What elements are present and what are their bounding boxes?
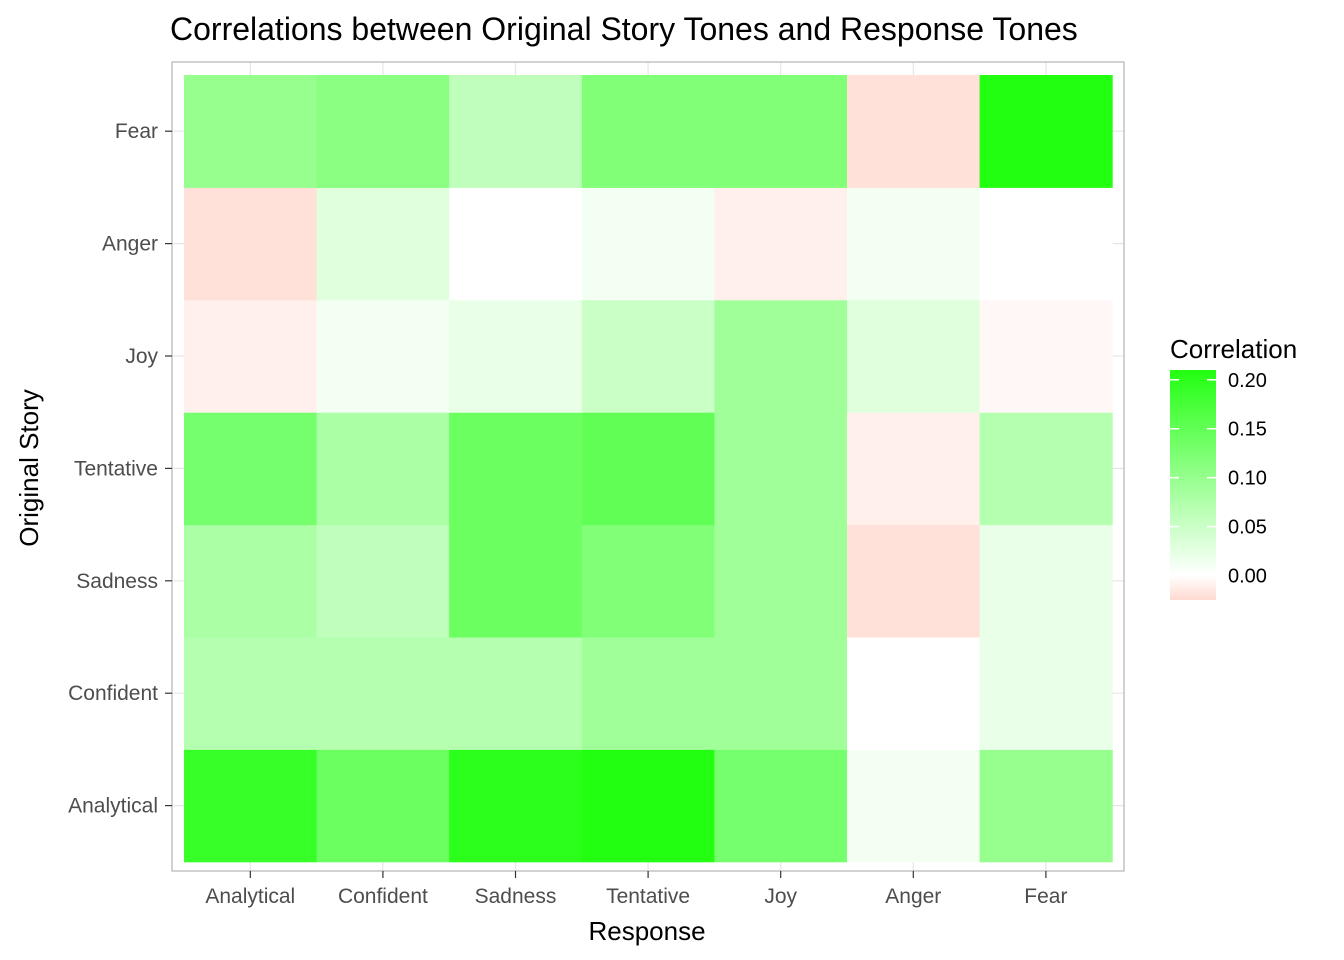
heatmap-cell-confident-analytical: [184, 637, 318, 750]
heatmap-cell-tentative-anger: [847, 412, 981, 526]
heatmap-cell-fear-sadness: [449, 75, 583, 188]
legend-colorbar: [1170, 370, 1216, 600]
heatmap-cell-fear-analytical: [184, 75, 318, 188]
heatmap-cell-joy-tentative: [581, 299, 715, 413]
heatmap-cell-anger-joy: [714, 187, 848, 301]
legend-break-label: 0.20: [1228, 370, 1267, 392]
x-tick-label-confident: Confident: [338, 885, 428, 908]
heatmap-cell-analytical-analytical: [184, 749, 318, 863]
heatmap-cells: [184, 75, 1113, 863]
heatmap-cell-sadness-tentative: [581, 524, 715, 638]
y-axis-title: Original Story: [14, 389, 44, 547]
heatmap-cell-anger-analytical: [184, 187, 318, 301]
x-axis-title: Response: [588, 916, 705, 946]
heatmap-cell-tentative-tentative: [581, 412, 715, 526]
heatmap-cell-anger-confident: [316, 187, 450, 301]
y-tick-label-sadness: Sadness: [76, 570, 158, 593]
heatmap-cell-anger-sadness: [449, 187, 583, 301]
heatmap-cell-fear-tentative: [581, 75, 715, 188]
legend-break-label: 0.15: [1228, 419, 1267, 441]
heatmap-cell-confident-anger: [847, 637, 981, 750]
heatmap-cell-sadness-joy: [714, 524, 848, 638]
heatmap-cell-confident-sadness: [449, 637, 583, 750]
heatmap-cell-sadness-analytical: [184, 524, 318, 638]
heatmap-cell-sadness-sadness: [449, 524, 583, 638]
heatmap-cell-joy-anger: [847, 299, 981, 413]
heatmap-cell-fear-anger: [847, 75, 981, 188]
y-tick-label-confident: Confident: [68, 682, 158, 705]
heatmap-cell-analytical-sadness: [449, 749, 583, 863]
heatmap-cell-anger-fear: [979, 187, 1113, 301]
x-tick-label-fear: Fear: [1024, 885, 1067, 908]
heatmap-cell-tentative-analytical: [184, 412, 318, 526]
legend-break-label: 0.10: [1228, 468, 1267, 490]
legend-break-label: 0.05: [1228, 517, 1267, 539]
heatmap-cell-confident-confident: [316, 637, 450, 750]
heatmap-cell-joy-joy: [714, 299, 848, 413]
heatmap-cell-tentative-sadness: [449, 412, 583, 526]
heatmap-cell-sadness-fear: [979, 524, 1113, 638]
x-tick-label-tentative: Tentative: [606, 885, 690, 908]
x-tick-label-joy: Joy: [764, 885, 797, 908]
x-tick-label-analytical: Analytical: [205, 885, 295, 908]
heatmap-cell-tentative-confident: [316, 412, 450, 526]
heatmap-cell-joy-sadness: [449, 299, 583, 413]
heatmap-cell-fear-confident: [316, 75, 450, 188]
x-tick-label-anger: Anger: [885, 885, 941, 908]
heatmap-cell-anger-tentative: [581, 187, 715, 301]
y-tick-label-tentative: Tentative: [74, 457, 158, 480]
heatmap-cell-confident-fear: [979, 637, 1113, 750]
legend-title: Correlation: [1170, 334, 1297, 364]
y-tick-label-joy: Joy: [125, 345, 158, 368]
heatmap-cell-confident-tentative: [581, 637, 715, 750]
heatmap-cell-fear-joy: [714, 75, 848, 188]
heatmap-cell-joy-analytical: [184, 299, 318, 413]
heatmap-cell-analytical-anger: [847, 749, 981, 863]
x-tick-label-sadness: Sadness: [475, 885, 557, 908]
heatmap-cell-tentative-fear: [979, 412, 1113, 526]
heatmap-cell-anger-anger: [847, 187, 981, 301]
heatmap-cell-sadness-anger: [847, 524, 981, 638]
heatmap-cell-joy-fear: [979, 299, 1113, 413]
y-tick-label-anger: Anger: [102, 233, 158, 256]
heatmap-cell-analytical-fear: [979, 749, 1113, 863]
y-tick-label-analytical: Analytical: [68, 795, 158, 818]
heatmap-cell-confident-joy: [714, 637, 848, 750]
heatmap-cell-fear-fear: [979, 75, 1113, 188]
legend: Correlation 0.20 0.15 0.10 0.05 0.00: [1170, 334, 1297, 600]
heatmap-cell-analytical-confident: [316, 749, 450, 863]
y-tick-label-fear: Fear: [115, 120, 158, 143]
chart-title: Correlations between Original Story Tone…: [170, 11, 1078, 47]
legend-break-label: 0.00: [1228, 566, 1267, 588]
x-axis-ticks: Analytical Confident Sadness Tentative Joy An…: [205, 871, 1067, 908]
heatmap-cell-analytical-tentative: [581, 749, 715, 863]
heatmap-cell-tentative-joy: [714, 412, 848, 526]
heatmap-cell-analytical-joy: [714, 749, 848, 863]
heatmap-cell-joy-confident: [316, 299, 450, 413]
y-axis-ticks: Analytical Confident Sadness Tentative Joy An…: [68, 120, 172, 818]
heatmap-cell-sadness-confident: [316, 524, 450, 638]
